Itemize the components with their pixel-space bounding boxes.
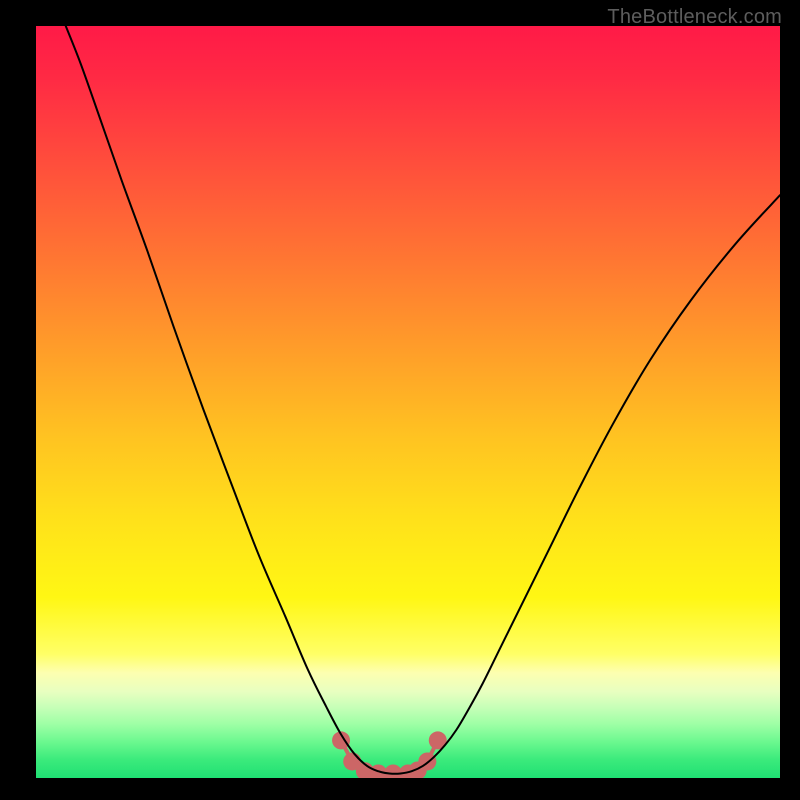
bottom-markers: [332, 731, 447, 778]
plot-svg: [36, 26, 780, 778]
watermark-text: TheBottleneck.com: [607, 6, 782, 29]
stage: TheBottleneck.com: [0, 0, 800, 800]
plot-area: [36, 26, 780, 778]
bottleneck-curve: [66, 26, 780, 774]
